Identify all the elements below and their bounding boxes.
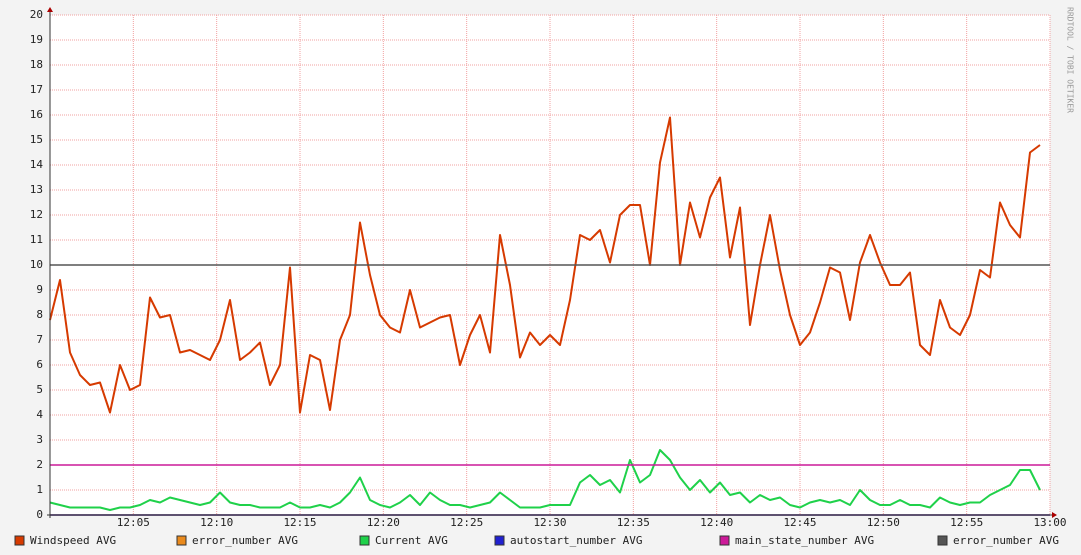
y-tick-label: 19: [30, 33, 43, 46]
y-tick-label: 4: [36, 408, 43, 421]
legend-swatch: [719, 535, 730, 546]
y-tick-label: 10: [30, 258, 43, 271]
y-tick-label: 12: [30, 208, 43, 221]
y-tick-label: 20: [30, 8, 43, 21]
x-tick-label: 12:25: [450, 516, 483, 529]
series-line: [49, 449, 1041, 511]
x-tick-label: 12:10: [200, 516, 233, 529]
y-tick-label: 5: [36, 383, 43, 396]
legend-swatch: [14, 535, 25, 546]
series-line: [49, 116, 1041, 414]
legend-swatch: [494, 535, 505, 546]
y-tick-label: 11: [30, 233, 43, 246]
y-tick-label: 17: [30, 83, 43, 96]
y-tick-label: 14: [30, 158, 44, 171]
x-tick-label: 12:35: [617, 516, 650, 529]
legend-label: error_number AVG: [953, 534, 1059, 547]
legend-label: Windspeed AVG: [30, 534, 116, 547]
y-tick-label: 0: [36, 508, 43, 521]
legend-label: main_state_number AVG: [735, 534, 874, 547]
legend-label: error_number AVG: [192, 534, 298, 547]
y-tick-label: 2: [36, 458, 43, 471]
x-tick-label: 12:45: [783, 516, 816, 529]
y-tick-label: 6: [36, 358, 43, 371]
y-tick-label: 18: [30, 58, 43, 71]
y-tick-label: 3: [36, 433, 43, 446]
y-tick-label: 13: [30, 183, 43, 196]
y-tick-label: 9: [36, 283, 43, 296]
x-axis-arrow: [1052, 512, 1057, 518]
legend-swatch: [937, 535, 948, 546]
x-tick-label: 12:50: [867, 516, 900, 529]
y-tick-label: 15: [30, 133, 43, 146]
x-tick-label: 13:00: [1033, 516, 1066, 529]
x-tick-label: 12:30: [533, 516, 566, 529]
watermark: RRDTOOL / TOBI OETIKER: [1066, 7, 1075, 113]
y-tick-label: 1: [36, 483, 43, 496]
legend-swatch: [359, 535, 370, 546]
x-tick-label: 12:15: [283, 516, 316, 529]
legend-swatch: [176, 535, 187, 546]
x-tick-label: 12:55: [950, 516, 983, 529]
y-tick-label: 8: [36, 308, 43, 321]
y-tick-label: 16: [30, 108, 43, 121]
x-tick-label: 12:20: [367, 516, 400, 529]
y-axis-arrow: [47, 7, 53, 12]
x-tick-label: 12:40: [700, 516, 733, 529]
x-tick-label: 12:05: [117, 516, 150, 529]
y-tick-label: 7: [36, 333, 43, 346]
legend-label: autostart_number AVG: [510, 534, 642, 547]
legend-label: Current AVG: [375, 534, 448, 547]
